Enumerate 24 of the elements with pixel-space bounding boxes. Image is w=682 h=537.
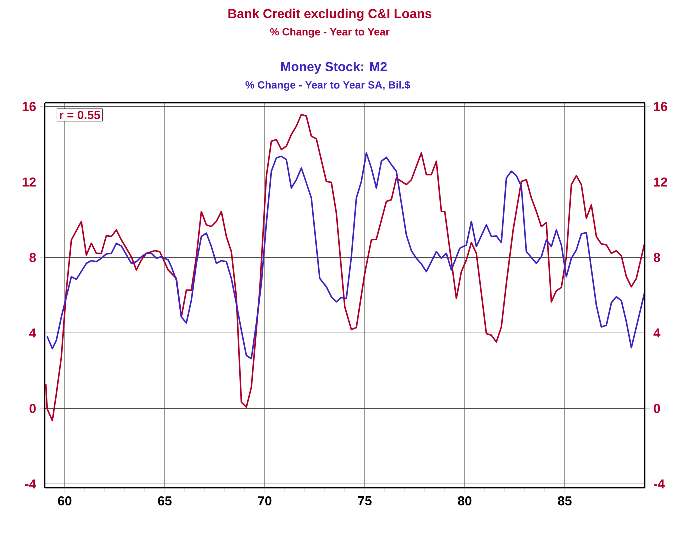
x-tick-label: 75 (358, 496, 372, 506)
x-tick-label: 70 (258, 496, 272, 506)
line-series (46, 152, 646, 360)
x-tick-label: 65 (158, 496, 172, 506)
y-tick-label: 8 (30, 253, 36, 262)
x-tick-label: 60 (58, 496, 72, 506)
y2-tick-label: 8 (654, 253, 660, 262)
x-tick-label: 85 (558, 496, 572, 506)
text: % Change - Year to Year (270, 28, 390, 38)
y-tick-label: 4 (29, 328, 36, 338)
y2-tick-label: -4 (654, 480, 665, 489)
y-tick-label: 12 (22, 178, 36, 187)
text: Bank Credit excluding C&I Loans (228, 8, 432, 22)
x-tick-label: 80 (458, 496, 472, 506)
y-tick-label: 16 (22, 102, 36, 112)
y2-tick-label: 4 (654, 328, 661, 338)
text: Money Stock: M2 (281, 62, 387, 74)
text: % Change - Year to Year SA, Bil.$ (246, 80, 410, 91)
y-tick-label: 0 (30, 404, 36, 414)
y2-tick-label: 0 (654, 404, 660, 414)
annotation: r = 0.55 (60, 110, 100, 120)
y2-tick-label: 16 (654, 102, 668, 112)
y-tick-label: -4 (25, 480, 36, 489)
y2-tick-label: 12 (654, 178, 668, 187)
